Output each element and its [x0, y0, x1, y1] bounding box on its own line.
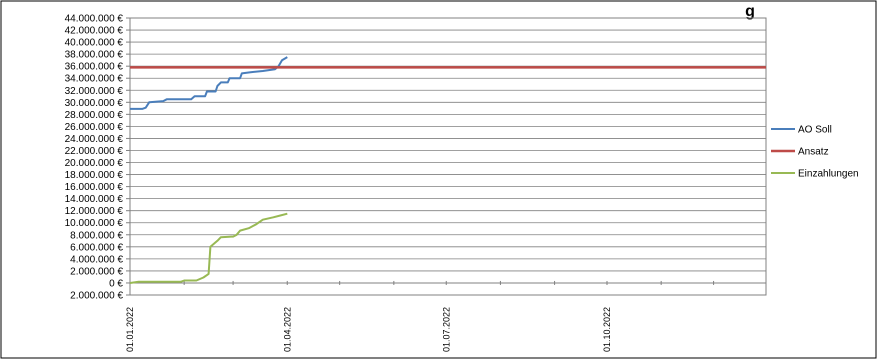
- y-tick-label: 20.000.000 €: [65, 158, 124, 169]
- x-tick-label: 01.04.2022: [282, 307, 292, 352]
- y-tick-label: 34.000.000 €: [65, 74, 124, 85]
- series-line-einzahlungen: [129, 212, 288, 284]
- axis-layer: 2.000.000 €0 €2.000.000 €4.000.000 €6.00…: [65, 14, 766, 352]
- y-tick-label: 6.000.000 €: [70, 242, 123, 253]
- x-tick-label: 01.07.2022: [441, 307, 451, 352]
- legend-layer: AO Soll Ansatz Einzahlungen: [771, 125, 859, 180]
- legend-label: AO Soll: [798, 125, 832, 136]
- y-tick-label: 10.000.000 €: [65, 218, 124, 229]
- y-tick-label: 4.000.000 €: [70, 254, 123, 265]
- y-tick-label: 12.000.000 €: [65, 206, 124, 217]
- grid-layer: [129, 17, 767, 296]
- y-tick-label: 0 €: [109, 278, 123, 289]
- y-tick-label: 36.000.000 €: [65, 62, 124, 73]
- y-tick-label: 32.000.000 €: [65, 86, 124, 97]
- y-tick-label: 28.000.000 €: [65, 110, 124, 121]
- y-tick-label: 14.000.000 €: [65, 194, 124, 205]
- y-tick-label: 18.000.000 €: [65, 170, 124, 181]
- series-layer: [129, 56, 766, 284]
- x-tick-label: 01.10.2022: [602, 307, 612, 352]
- y-tick-label: 44.000.000 €: [65, 14, 124, 25]
- series-line-ao-soll: [130, 56, 288, 110]
- y-tick-label: 2.000.000 €: [70, 291, 123, 302]
- legend-label: Einzahlungen: [798, 169, 859, 180]
- y-tick-label: 16.000.000 €: [65, 182, 124, 193]
- y-tick-label: 30.000.000 €: [65, 98, 124, 109]
- y-tick-label: 22.000.000 €: [65, 146, 124, 157]
- y-tick-label: 42.000.000 €: [65, 26, 124, 37]
- legend-label: Ansatz: [798, 147, 829, 158]
- y-tick-label: 2.000.000 €: [70, 266, 123, 277]
- x-tick-label: 01.01.2022: [125, 307, 135, 352]
- y-tick-label: 8.000.000 €: [70, 230, 123, 241]
- y-tick-label: 24.000.000 €: [65, 134, 124, 145]
- y-tick-label: 26.000.000 €: [65, 122, 124, 133]
- y-tick-label: 38.000.000 €: [65, 50, 124, 61]
- chart-title: g: [745, 3, 755, 20]
- y-tick-label: 40.000.000 €: [65, 38, 124, 49]
